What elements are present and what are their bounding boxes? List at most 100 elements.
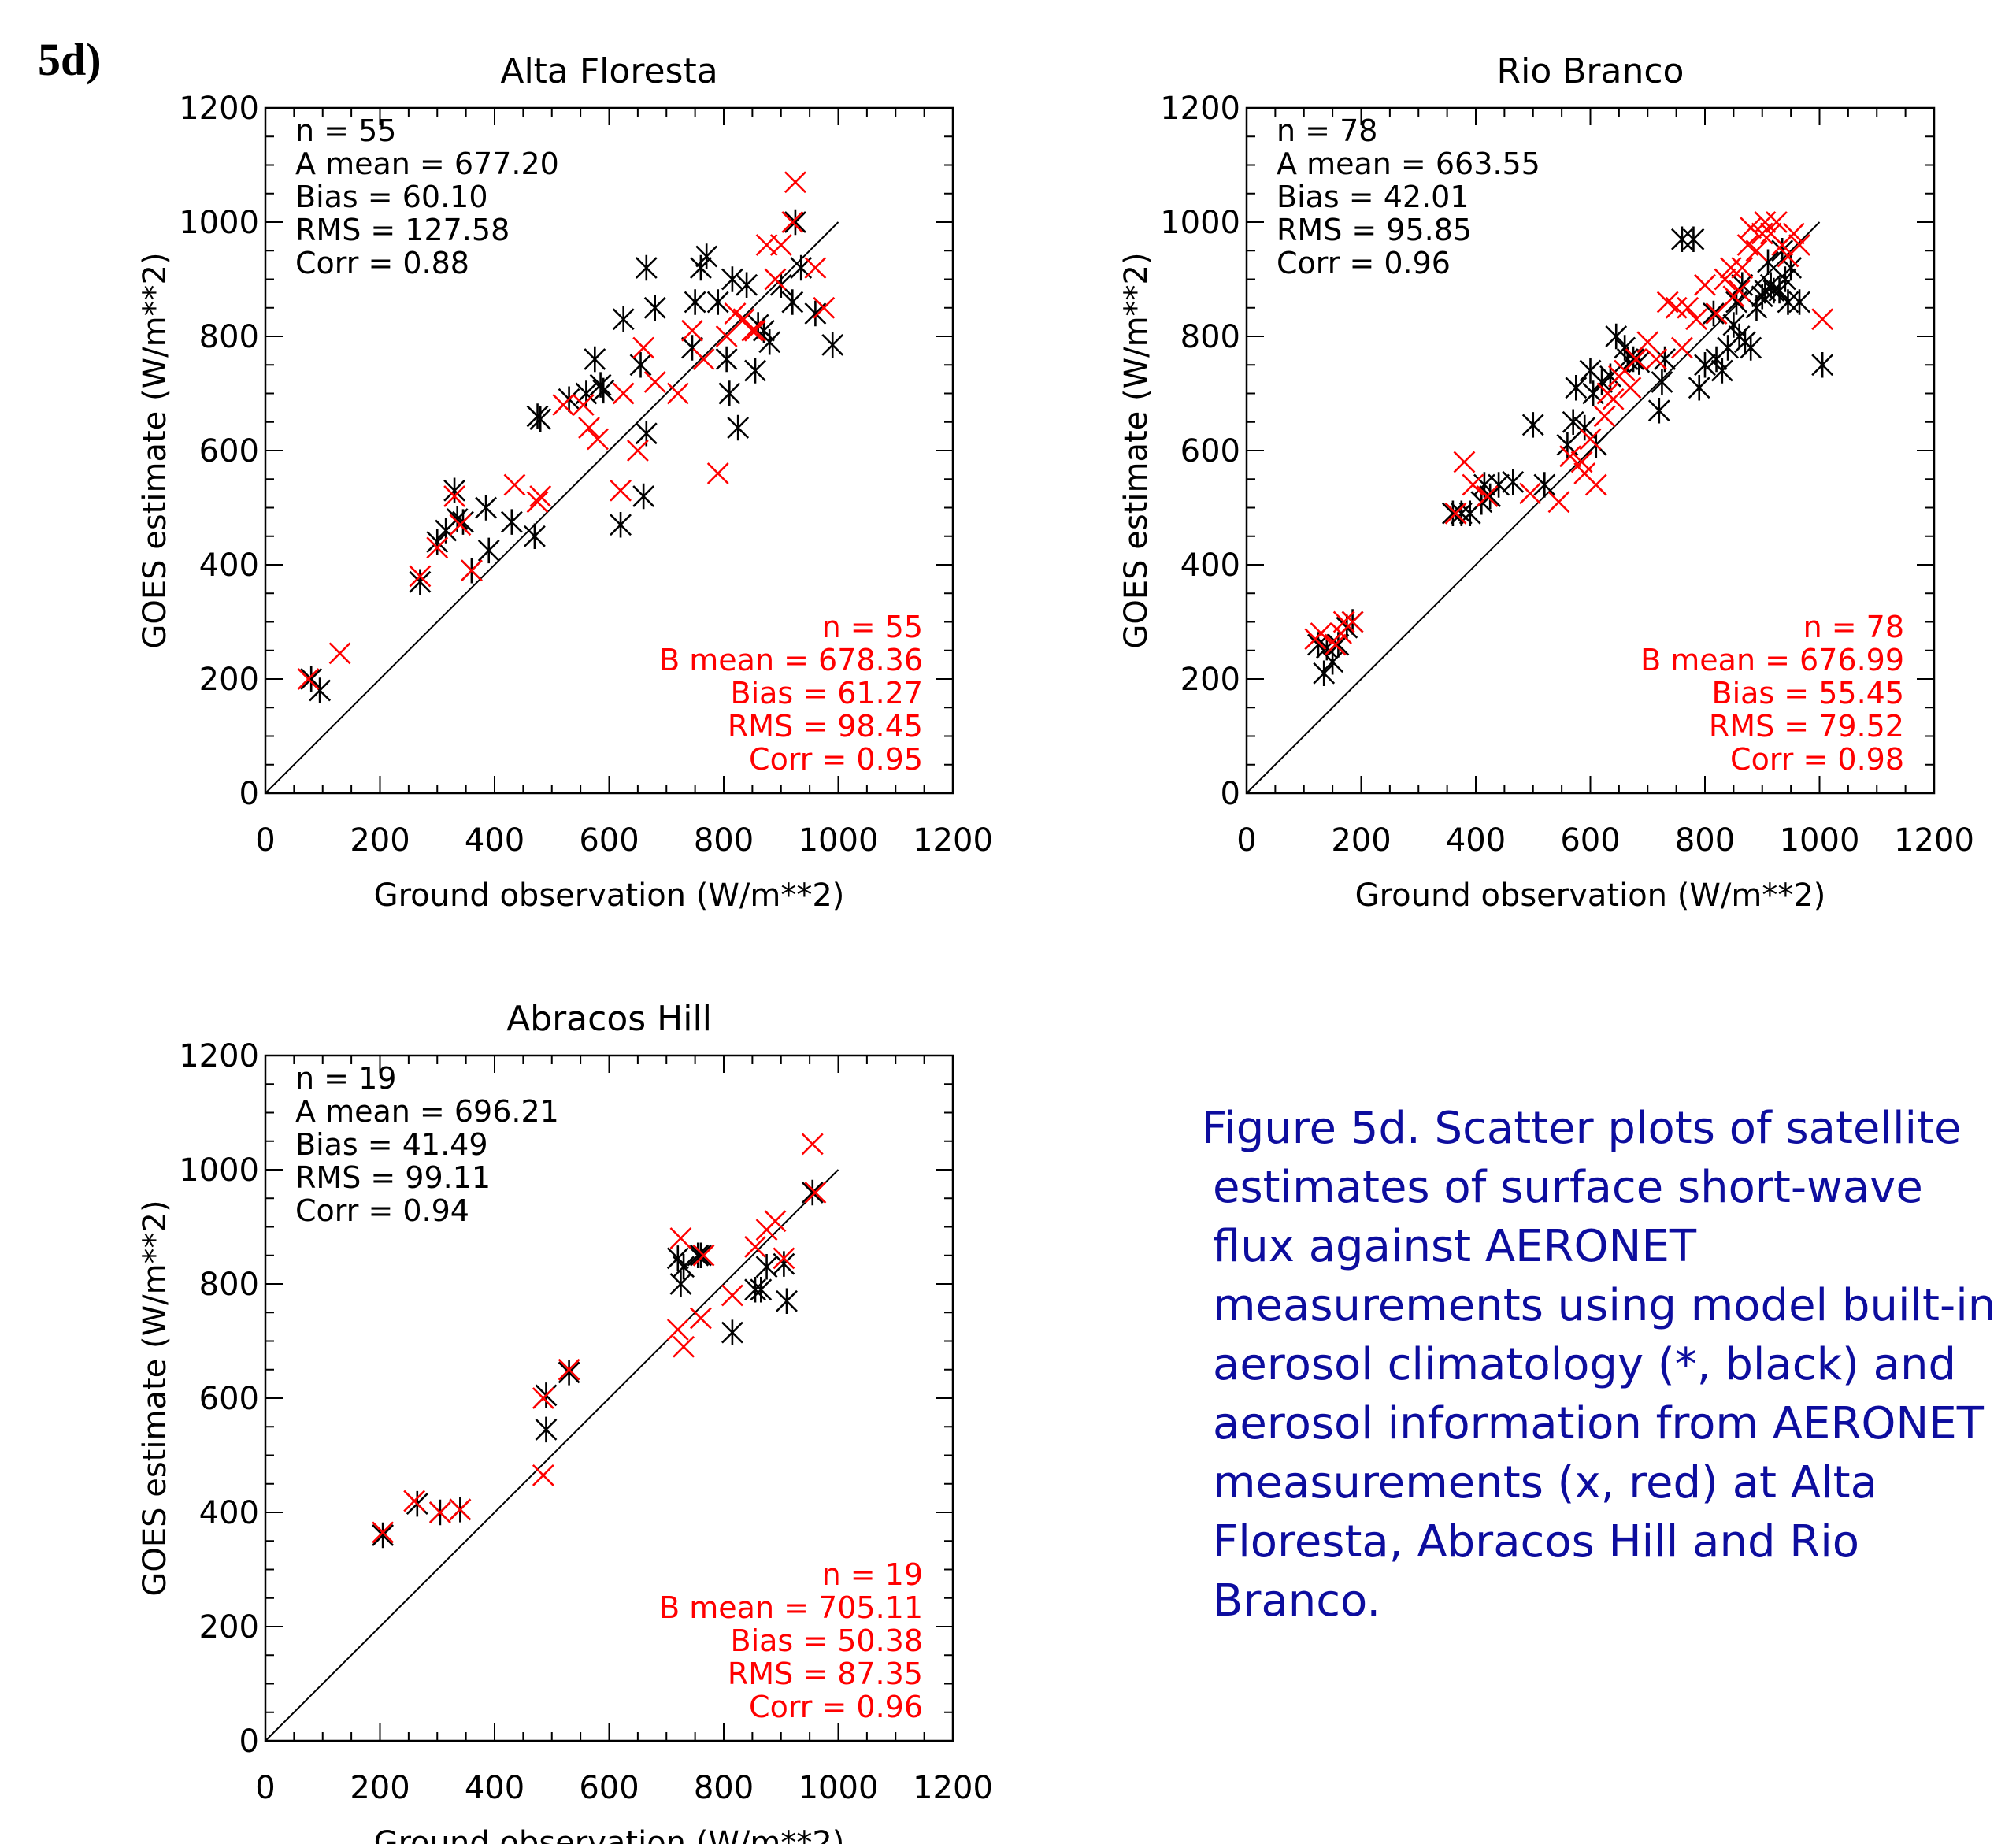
- stats-b-line: n = 55: [822, 610, 923, 644]
- x-axis-label: Ground observation (W/m**2): [374, 877, 845, 914]
- data-point-x: [297, 668, 320, 690]
- data-point-x: [1685, 308, 1708, 331]
- y-tick-label: 600: [1180, 433, 1240, 469]
- data-point-x: [532, 1464, 554, 1486]
- axis-ticks: [265, 1056, 953, 1741]
- data-point-star: [409, 569, 432, 595]
- series-climatology-star-black: [300, 209, 844, 703]
- data-point-x: [578, 417, 600, 439]
- data-point-x: [1444, 502, 1467, 525]
- data-point-star: [529, 406, 552, 432]
- data-point-star: [1722, 312, 1745, 338]
- data-point-x: [721, 1284, 743, 1307]
- caption-line: aerosol information from AERONET: [1213, 1398, 1984, 1449]
- stats-b-line: Corr = 0.95: [749, 742, 923, 777]
- stats-a-line: Corr = 0.88: [295, 246, 469, 280]
- chart-title: Alta Floresta: [500, 51, 717, 91]
- data-point-x: [666, 382, 689, 405]
- data-point-x: [1310, 622, 1332, 644]
- series-aeronet-x-red: [297, 171, 836, 690]
- stats-b-line: B mean = 705.11: [659, 1590, 923, 1625]
- data-point-star: [1811, 352, 1834, 378]
- figure-caption: Figure 5d. Scatter plots of satellite es…: [1202, 1099, 2013, 1631]
- data-point-x: [372, 1521, 395, 1544]
- x-tick-label: 0: [1236, 822, 1256, 859]
- y-tick-label: 200: [199, 662, 259, 698]
- y-tick-label: 1000: [179, 1152, 259, 1189]
- data-point-x: [503, 473, 526, 496]
- data-point-star: [715, 346, 738, 373]
- data-point-star: [773, 1251, 795, 1277]
- data-point-x: [526, 491, 549, 514]
- x-axis-label: Ground observation (W/m**2): [1355, 877, 1826, 914]
- stats-b-line: RMS = 87.35: [728, 1657, 923, 1691]
- data-point-star: [1694, 352, 1716, 378]
- data-point-x: [610, 479, 632, 502]
- data-point-star: [1533, 472, 1556, 498]
- data-point-x: [781, 211, 804, 233]
- data-point-x: [744, 1235, 766, 1258]
- data-point-x: [706, 462, 729, 484]
- y-tick-label: 800: [199, 1267, 259, 1303]
- data-point-star: [673, 1254, 695, 1280]
- stats-a-line: Corr = 0.96: [1277, 246, 1451, 280]
- data-point-x: [1645, 348, 1668, 370]
- data-point-x: [1619, 377, 1642, 399]
- axis-ticks: [1247, 108, 1934, 793]
- data-point-x: [1636, 331, 1659, 354]
- data-point-star: [500, 509, 523, 535]
- caption-line: measurements (x, red) at Alta: [1213, 1457, 1877, 1508]
- x-tick-label: 1200: [913, 1770, 993, 1806]
- data-point-x: [449, 514, 472, 536]
- caption-line: Figure 5d. Scatter plots of satellite: [1202, 1103, 1962, 1154]
- data-point-star: [744, 1277, 766, 1303]
- data-point-star: [1605, 323, 1628, 350]
- data-point-x: [715, 325, 738, 347]
- data-point-star: [612, 306, 635, 332]
- y-tick-label: 0: [239, 1723, 259, 1760]
- data-point-x: [741, 319, 764, 342]
- data-point-star: [744, 358, 766, 384]
- axis-ticks: [265, 108, 953, 793]
- data-point-x: [1731, 257, 1754, 279]
- data-point-star: [635, 254, 658, 281]
- figure-label: 5d): [38, 34, 102, 85]
- scatter-panel-rio-branco: Rio Branco 0 200 400 600 800 1000 1200 0 200 400 60…: [1118, 51, 1974, 914]
- data-point-x: [764, 268, 787, 291]
- data-point-star: [632, 483, 655, 510]
- y-tick-label: 400: [199, 547, 259, 584]
- data-point-x: [764, 1210, 787, 1233]
- data-point-star: [643, 295, 666, 321]
- data-point-star: [689, 1242, 712, 1268]
- y-tick-label: 800: [199, 319, 259, 355]
- caption-line: Branco.: [1213, 1575, 1381, 1627]
- x-axis-label: Ground observation (W/m**2): [374, 1825, 845, 1844]
- scatter-panel-abracos-hill: Abracos Hill 0 200 400 600 800 1000 1200 0 200 400…: [137, 999, 993, 1844]
- data-point-star: [1670, 226, 1693, 252]
- data-point-x: [1625, 348, 1647, 370]
- stats-a-line: RMS = 127.58: [295, 213, 510, 247]
- data-point-star: [477, 537, 500, 564]
- y-tick-label: 1200: [179, 1038, 259, 1074]
- stats-b-line: Corr = 0.98: [1730, 742, 1904, 777]
- data-point-star: [1773, 266, 1796, 292]
- data-point-star: [1565, 375, 1588, 401]
- stats-a-line: n = 19: [295, 1061, 396, 1096]
- data-point-x: [669, 1227, 692, 1249]
- data-point-star: [695, 243, 718, 269]
- data-point-star: [721, 1319, 743, 1345]
- data-point-x: [784, 171, 806, 194]
- stats-b-line: RMS = 98.45: [728, 709, 923, 744]
- data-point-x: [804, 1182, 827, 1204]
- data-point-star: [1777, 289, 1799, 315]
- data-point-x: [1453, 451, 1476, 473]
- data-point-star: [372, 1522, 395, 1549]
- data-point-x: [460, 559, 483, 582]
- data-point-star: [1521, 412, 1544, 438]
- data-point-x: [643, 371, 666, 393]
- y-tick-label: 0: [239, 776, 259, 812]
- stats-a-line: Corr = 0.94: [295, 1193, 469, 1228]
- data-point-star: [1717, 335, 1740, 361]
- x-tick-label: 800: [1675, 822, 1735, 859]
